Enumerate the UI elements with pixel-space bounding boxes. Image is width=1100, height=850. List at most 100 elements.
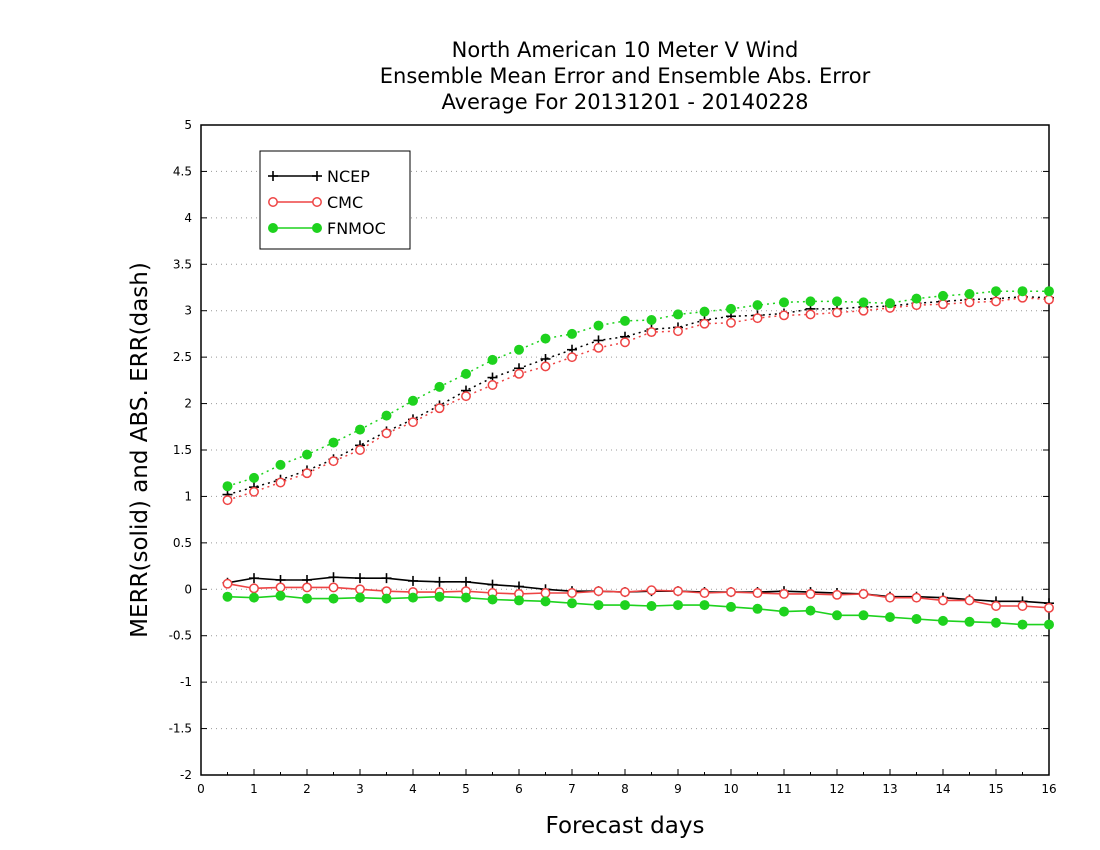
data-point-fnmoc-merr xyxy=(567,598,577,609)
data-point-cmc-abs-err xyxy=(249,486,259,497)
data-point-cmc-abs-err xyxy=(752,313,763,324)
data-point-fnmoc-abs-err xyxy=(355,424,365,435)
x-tick-label: 3 xyxy=(356,782,364,796)
data-point-cmc-merr xyxy=(726,587,736,598)
y-tick-label: -0.5 xyxy=(169,629,192,643)
data-point-cmc-merr xyxy=(752,588,763,598)
data-point-fnmoc-merr xyxy=(646,601,657,611)
y-tick-label: -2 xyxy=(180,768,192,782)
data-point-cmc-merr xyxy=(302,582,312,593)
data-point-cmc-merr xyxy=(964,595,975,606)
data-point-cmc-merr xyxy=(540,588,551,598)
data-point-fnmoc-abs-err xyxy=(699,306,710,317)
legend-marker xyxy=(312,197,322,207)
y-tick-label: 3 xyxy=(184,304,192,318)
data-point-fnmoc-merr xyxy=(620,600,630,611)
x-tick-label: 11 xyxy=(776,782,791,796)
data-point-fnmoc-abs-err xyxy=(752,300,763,311)
data-point-cmc-abs-err xyxy=(328,456,339,467)
data-point-cmc-abs-err xyxy=(832,307,842,318)
data-point-fnmoc-merr xyxy=(249,592,259,603)
data-point-fnmoc-merr xyxy=(699,600,710,611)
data-point-cmc-abs-err xyxy=(620,337,630,348)
x-tick-label: 4 xyxy=(409,782,417,796)
data-point-cmc-abs-err xyxy=(964,297,975,308)
data-point-cmc-abs-err xyxy=(275,477,286,488)
data-point-cmc-abs-err xyxy=(699,318,710,329)
series xyxy=(222,286,1054,630)
series-line-cmc-abs-err xyxy=(227,296,1050,501)
data-point-ncep-merr xyxy=(487,579,498,590)
data-point-fnmoc-merr xyxy=(328,593,339,604)
data-point-cmc-abs-err xyxy=(540,361,551,372)
data-point-ncep-merr xyxy=(434,576,445,587)
y-tick-label: 0.5 xyxy=(173,536,192,550)
data-point-fnmoc-abs-err xyxy=(964,289,975,299)
y-tick-label: 1 xyxy=(184,489,192,503)
data-point-cmc-abs-err xyxy=(805,309,816,320)
data-point-fnmoc-abs-err xyxy=(938,290,948,301)
data-point-cmc-abs-err xyxy=(779,310,789,321)
x-tick-label: 12 xyxy=(829,782,844,796)
x-tick-label: 0 xyxy=(197,782,205,796)
data-point-fnmoc-merr xyxy=(302,593,312,604)
data-point-fnmoc-merr xyxy=(964,616,975,627)
data-point-fnmoc-abs-err xyxy=(726,303,736,314)
legend-marker xyxy=(268,171,278,181)
data-point-cmc-abs-err xyxy=(381,428,392,439)
series-line-fnmoc-abs-err xyxy=(227,290,1049,487)
data-point-cmc-merr xyxy=(1017,601,1028,611)
legend-box xyxy=(259,150,411,250)
x-tick-label: 5 xyxy=(462,782,470,796)
data-point-fnmoc-merr xyxy=(434,591,445,602)
data-point-fnmoc-merr xyxy=(540,596,551,607)
legend-label: CMC xyxy=(327,193,363,212)
data-point-cmc-merr xyxy=(249,583,259,594)
data-point-cmc-merr xyxy=(885,592,895,603)
data-point-cmc-merr xyxy=(620,587,630,598)
data-point-fnmoc-abs-err xyxy=(991,286,1001,297)
data-point-cmc-merr xyxy=(858,588,869,599)
data-point-fnmoc-abs-err xyxy=(620,315,630,326)
data-point-cmc-abs-err xyxy=(673,326,683,337)
legend-marker xyxy=(312,223,322,233)
x-tick-label: 14 xyxy=(935,782,950,796)
series-line-fnmoc-merr xyxy=(227,594,1049,626)
data-point-cmc-abs-err xyxy=(567,352,577,363)
data-point-fnmoc-abs-err xyxy=(408,395,418,406)
data-point-fnmoc-merr xyxy=(938,615,948,626)
data-point-fnmoc-merr xyxy=(885,612,895,623)
legend-marker xyxy=(268,223,278,233)
data-point-cmc-abs-err xyxy=(461,391,471,402)
data-point-fnmoc-abs-err xyxy=(911,293,922,304)
y-tick-label: 0 xyxy=(184,582,192,596)
title-line-2: Ensemble Mean Error and Ensemble Abs. Er… xyxy=(380,64,871,88)
y-tick-label: 5 xyxy=(184,118,192,132)
y-axis-label: MERR(solid) and ABS. ERR(dash) xyxy=(127,262,153,638)
data-point-cmc-merr xyxy=(779,588,789,599)
data-point-cmc-abs-err xyxy=(408,417,418,428)
data-point-ncep-merr xyxy=(461,576,471,587)
data-point-cmc-merr xyxy=(832,589,842,600)
data-point-fnmoc-merr xyxy=(1017,619,1028,630)
title-line-1: North American 10 Meter V Wind xyxy=(452,38,799,62)
data-point-fnmoc-merr xyxy=(726,601,736,612)
legend-label: FNMOC xyxy=(327,219,386,238)
data-point-fnmoc-merr xyxy=(514,595,524,606)
data-point-cmc-merr xyxy=(355,584,365,595)
series-ncep xyxy=(222,291,1054,609)
data-point-fnmoc-abs-err xyxy=(567,328,577,339)
data-point-fnmoc-merr xyxy=(805,605,816,616)
data-point-fnmoc-abs-err xyxy=(1017,286,1028,297)
data-point-cmc-merr xyxy=(275,582,286,593)
data-point-fnmoc-abs-err xyxy=(646,315,657,325)
data-point-cmc-merr xyxy=(938,595,948,606)
grid xyxy=(201,170,1049,730)
data-point-cmc-abs-err xyxy=(991,296,1001,307)
data-point-ncep-merr xyxy=(408,575,418,586)
data-point-cmc-abs-err xyxy=(938,299,948,310)
legend-marker xyxy=(268,197,278,207)
x-tick-label: 2 xyxy=(303,782,311,796)
data-point-ncep-merr xyxy=(381,573,392,584)
data-point-fnmoc-merr xyxy=(991,617,1001,628)
